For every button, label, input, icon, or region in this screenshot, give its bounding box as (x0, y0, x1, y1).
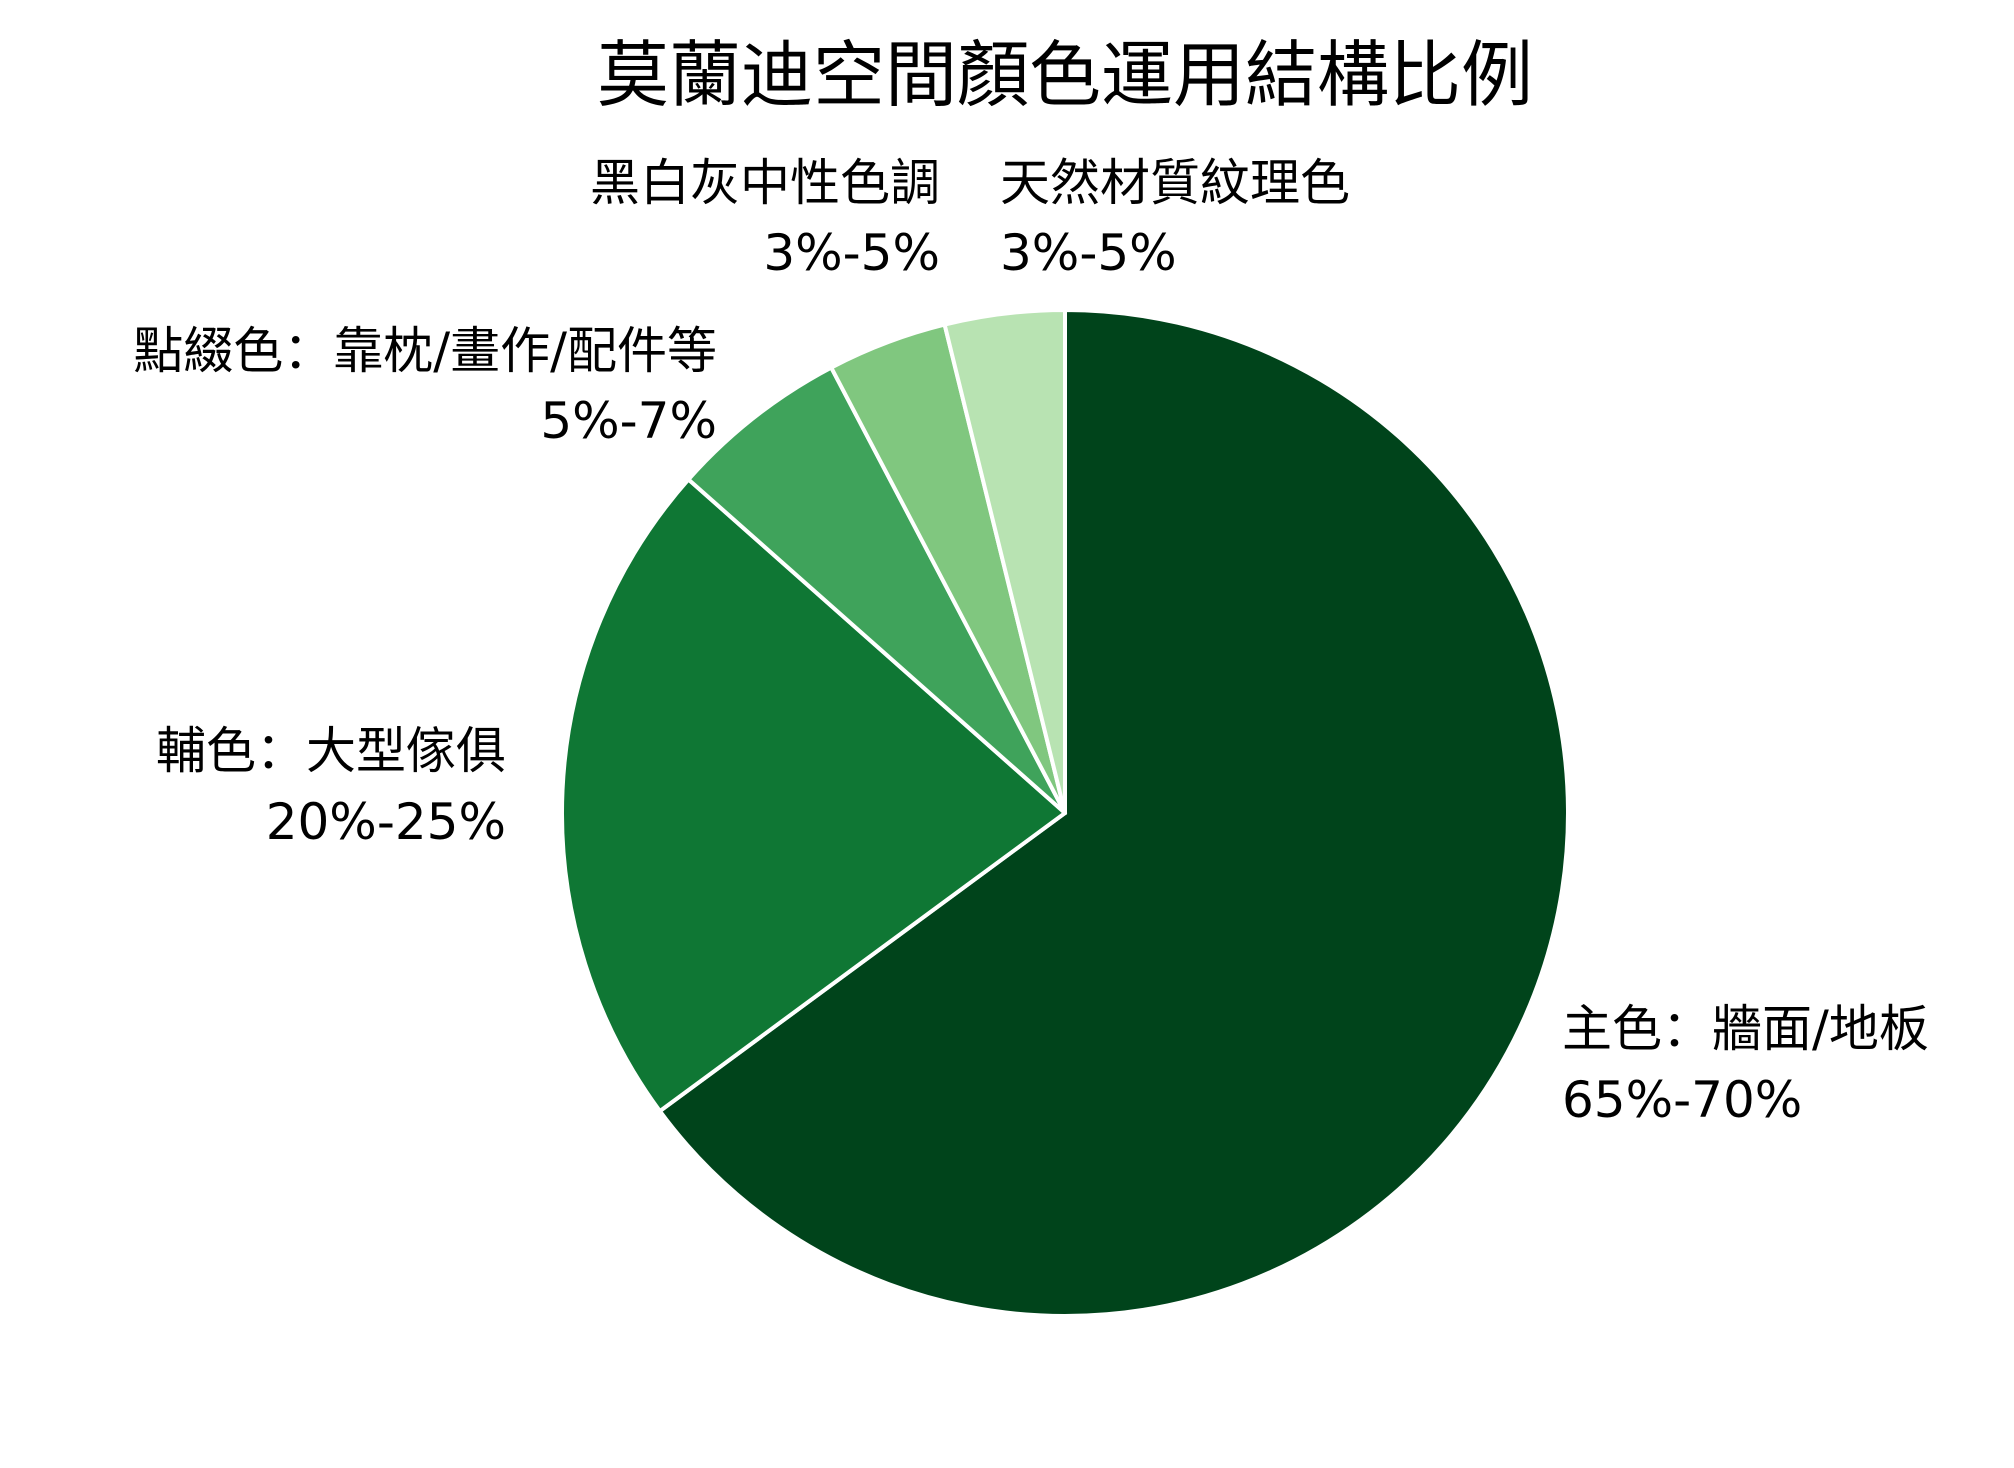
pie-slice-1 (560, 477, 1067, 1114)
slice-label-secondary: 輔色：大型傢俱 (156, 722, 506, 780)
slice-value-natural: 3%-5% (1000, 224, 1177, 282)
pie-slices (560, 308, 1570, 1318)
slice-label-neutral: 黑白灰中性色調 (590, 154, 940, 212)
slice-value-accent: 5%-7% (540, 392, 717, 450)
slice-value-secondary: 20%-25% (266, 793, 506, 851)
slice-label-natural: 天然材質紋理色 (1000, 154, 1350, 212)
pie-slice-2 (686, 365, 1067, 815)
slice-value-main: 65%-70% (1562, 1071, 1802, 1129)
chart-title: 莫蘭迪空間顏色運用結構比例 (597, 33, 1533, 117)
slice-value-neutral: 3%-5% (763, 224, 940, 282)
slice-label-accent: 點綴色：靠枕/畫作/配件等 (133, 322, 717, 380)
pie-slice-4 (942, 308, 1067, 815)
pie-slice-0 (657, 308, 1570, 1318)
slice-label-main: 主色：牆面/地板 (1562, 1000, 1929, 1058)
